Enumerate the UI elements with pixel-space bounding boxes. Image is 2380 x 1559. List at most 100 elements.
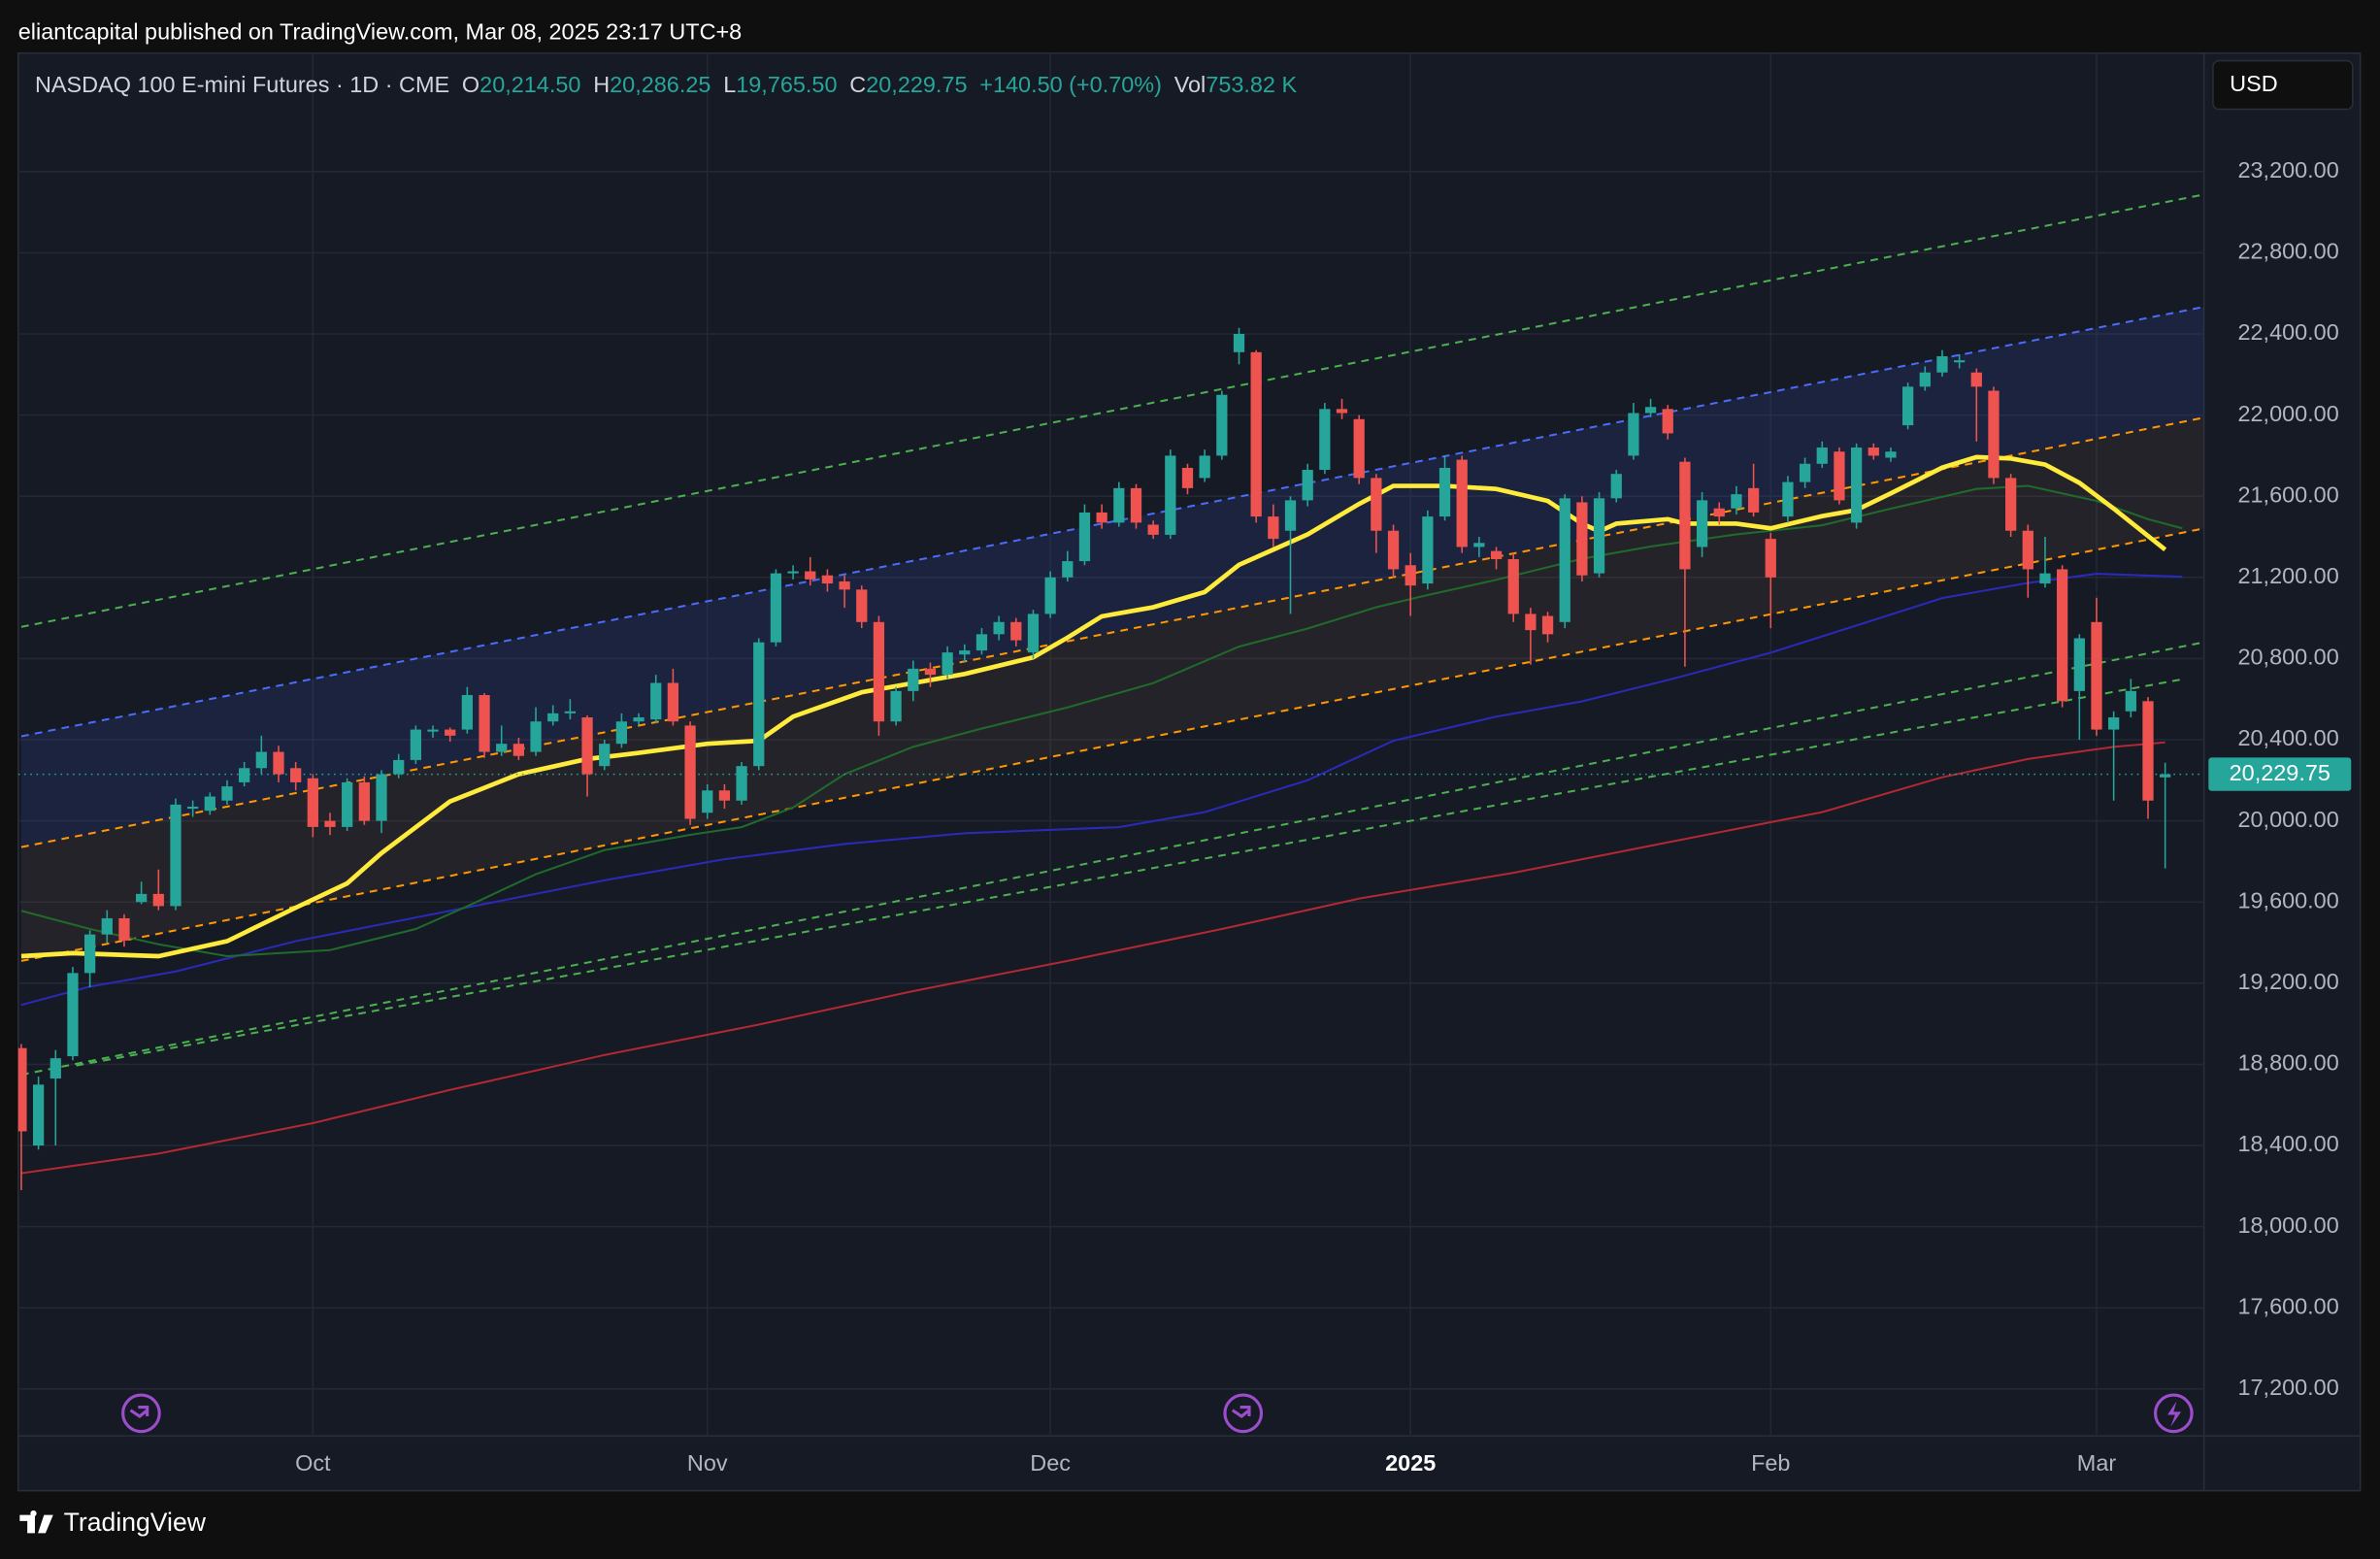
candle-body bbox=[975, 634, 988, 651]
candle-body bbox=[873, 621, 885, 722]
indicator-line bbox=[20, 573, 2183, 1007]
candle-body bbox=[1096, 512, 1107, 523]
x-tick-label: 2025 bbox=[1385, 1450, 1436, 1476]
candle-body bbox=[152, 893, 164, 907]
y-tick-label: 19,600.00 bbox=[2237, 887, 2338, 912]
candle-body bbox=[1387, 530, 1400, 570]
currency[interactable]: USD bbox=[2230, 71, 2277, 96]
candle-body bbox=[1799, 463, 1811, 482]
event-icon[interactable] bbox=[121, 1393, 161, 1434]
y-tick-label: 20,400.00 bbox=[2237, 725, 2338, 750]
x-tick-label: Nov bbox=[687, 1450, 728, 1476]
x-tick-label: Mar bbox=[2077, 1450, 2117, 1476]
candle-body bbox=[633, 717, 645, 722]
y-tick-label: 17,600.00 bbox=[2237, 1293, 2338, 1318]
event-glyph bbox=[129, 1406, 149, 1418]
candle-body bbox=[290, 768, 302, 782]
ohlc-label: C bbox=[849, 72, 866, 97]
candle-body bbox=[1628, 413, 1639, 456]
y-tick-label: 18,000.00 bbox=[2237, 1212, 2338, 1238]
candle-body bbox=[1834, 451, 1845, 501]
candle-body bbox=[959, 650, 971, 655]
candle-body bbox=[1679, 461, 1691, 570]
candle-body bbox=[2091, 621, 2102, 730]
candle-body bbox=[1954, 360, 1966, 363]
candle-body bbox=[1302, 470, 1313, 501]
last-price-label: 20,229.75 bbox=[2230, 760, 2330, 785]
candle-body bbox=[273, 751, 284, 775]
candle-body bbox=[1147, 524, 1159, 535]
candle-body bbox=[615, 721, 628, 745]
candle-body bbox=[118, 917, 130, 941]
candle-body bbox=[993, 621, 1005, 635]
candle-body bbox=[1250, 351, 1262, 517]
brand-name[interactable]: TradingView bbox=[64, 1508, 207, 1537]
candle-body bbox=[136, 893, 148, 903]
candle-body bbox=[890, 690, 902, 722]
y-tick-label: 19,200.00 bbox=[2237, 969, 2338, 994]
currency-button[interactable]: USD bbox=[2212, 59, 2354, 111]
y-tick-label: 18,400.00 bbox=[2237, 1131, 2338, 1156]
candle-body bbox=[908, 668, 919, 691]
y-tick-label: 22,800.00 bbox=[2237, 239, 2338, 264]
indicator-line bbox=[20, 193, 2204, 628]
candle-body bbox=[1027, 614, 1040, 653]
candle-body bbox=[1284, 500, 1297, 531]
candle-body bbox=[1901, 386, 1914, 426]
candle-body bbox=[856, 589, 868, 622]
event-glyph bbox=[1231, 1406, 1251, 1418]
candle-body bbox=[1559, 498, 1570, 622]
candle-body bbox=[821, 575, 834, 584]
candle-body bbox=[1816, 448, 1828, 464]
candle-body bbox=[564, 711, 577, 713]
candle-body bbox=[461, 695, 473, 730]
axes: 17,200.00 17,600.00 18,000.00 18,400.00 18,8… bbox=[295, 157, 2352, 1476]
indicator-line bbox=[20, 454, 2167, 959]
indicator-line bbox=[20, 306, 2204, 738]
candle-body bbox=[358, 781, 370, 821]
y-tick-label: 18,800.00 bbox=[2237, 1050, 2338, 1076]
candle-body bbox=[547, 713, 559, 722]
candle-body bbox=[1113, 487, 1125, 523]
candle-body bbox=[307, 778, 318, 827]
y-tick-label: 20,000.00 bbox=[2237, 807, 2338, 832]
candle-body bbox=[805, 571, 816, 580]
candle-body bbox=[1490, 550, 1503, 559]
y-tick-label: 21,200.00 bbox=[2237, 563, 2338, 588]
candle-body bbox=[1919, 372, 1931, 387]
candle-body bbox=[1576, 502, 1588, 576]
ohlc-label: L bbox=[723, 72, 736, 97]
candle-body bbox=[255, 751, 267, 769]
candle-body bbox=[496, 744, 508, 752]
brand[interactable]: TradingView bbox=[19, 1508, 207, 1537]
candle-body bbox=[1713, 508, 1725, 517]
candle-body bbox=[1507, 558, 1519, 614]
candle-body bbox=[1405, 565, 1416, 586]
candle-body bbox=[839, 580, 850, 590]
candle-body bbox=[239, 768, 250, 782]
event-icon[interactable] bbox=[1223, 1393, 1264, 1434]
candle-body bbox=[1422, 516, 1434, 584]
indicator-line bbox=[76, 678, 2187, 1067]
event-icon[interactable] bbox=[2153, 1393, 2194, 1434]
candle-body bbox=[1970, 372, 1982, 387]
candle-body bbox=[1438, 467, 1451, 517]
candle-body bbox=[1731, 494, 1742, 509]
candle-body bbox=[1010, 621, 1022, 641]
candle-body bbox=[1473, 543, 1485, 547]
candle-body bbox=[1336, 409, 1348, 414]
candle-body bbox=[1885, 451, 1897, 458]
brand-logo[interactable] bbox=[19, 1509, 53, 1534]
x-tick-label: Oct bbox=[295, 1450, 331, 1476]
candle-body bbox=[1662, 409, 1673, 434]
candle-body bbox=[410, 729, 421, 760]
candle-body bbox=[170, 804, 182, 907]
candle-body bbox=[1868, 448, 1879, 456]
candle-body bbox=[753, 642, 765, 767]
candle-body bbox=[1130, 487, 1142, 523]
currency-box[interactable] bbox=[2212, 59, 2354, 111]
candle-body bbox=[1456, 459, 1468, 547]
candle-body bbox=[1233, 334, 1245, 352]
candle-body bbox=[2039, 573, 2051, 584]
volume-label: Vol bbox=[1174, 72, 1207, 97]
